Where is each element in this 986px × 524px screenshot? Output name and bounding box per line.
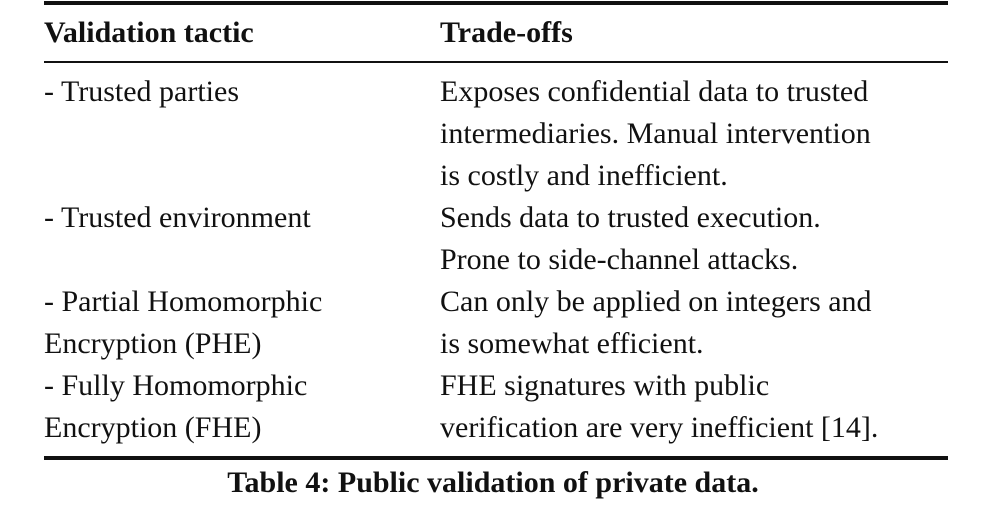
tradeoff-line: intermediaries. Manual intervention: [440, 117, 871, 150]
table-bottom-rule: [44, 456, 948, 460]
tactic-cell: Encryption (PHE): [44, 327, 262, 360]
tactic-cell: - Partial Homomorphic: [44, 285, 323, 318]
table-caption: Table 4: Public validation of private da…: [227, 466, 759, 499]
tradeoff-line: Sends data to trusted execution.: [440, 201, 821, 234]
table-mid-rule: [44, 61, 948, 63]
tradeoff-line: Prone to side-channel attacks.: [440, 243, 799, 276]
tradeoff-line: is somewhat efficient.: [440, 327, 704, 360]
tradeoff-line: verification are very inefficient [14].: [440, 411, 879, 444]
header-trade-offs: Trade-offs: [440, 16, 573, 49]
table-top-rule: [44, 1, 948, 5]
tactic-cell: - Trusted parties: [44, 75, 239, 108]
tradeoff-line: is costly and inefficient.: [440, 159, 728, 192]
tactic-cell: Encryption (FHE): [44, 411, 262, 444]
tradeoff-line: FHE signatures with public: [440, 369, 770, 402]
tradeoff-line: Exposes confidential data to trusted: [440, 75, 869, 108]
tactic-cell: - Trusted environment: [44, 201, 311, 234]
tradeoff-line: Can only be applied on integers and: [440, 285, 872, 318]
tactic-cell: - Fully Homomorphic: [44, 369, 308, 402]
header-validation-tactic: Validation tactic: [44, 16, 254, 49]
